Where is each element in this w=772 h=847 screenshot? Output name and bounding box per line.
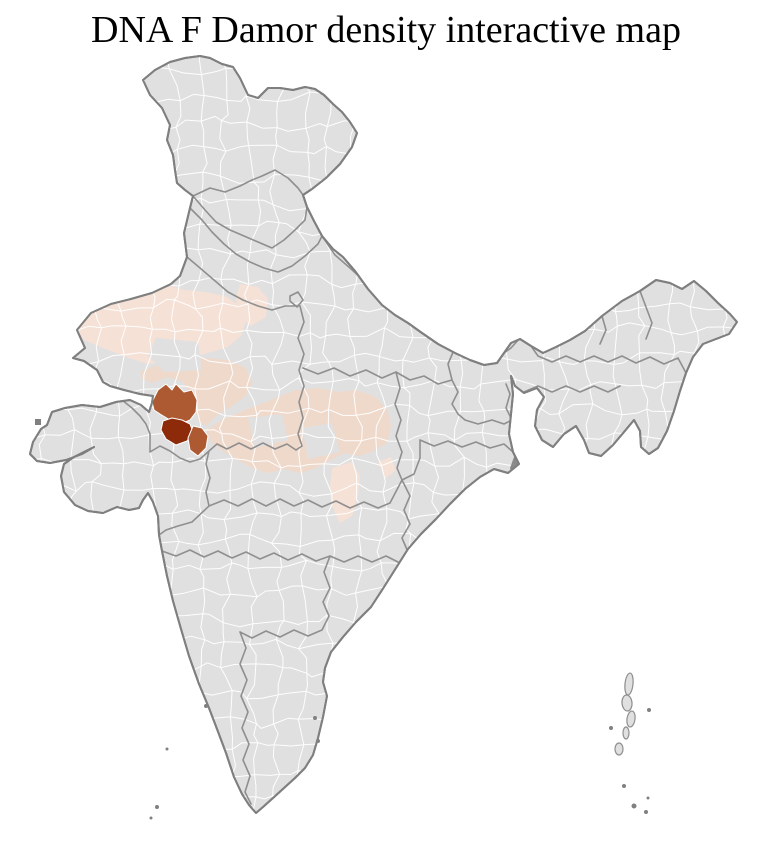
district-medium-density-north[interactable] xyxy=(151,383,198,425)
region-east-spot[interactable] xyxy=(378,457,396,479)
region-south-rajasthan[interactable] xyxy=(140,358,252,426)
andaman-nicobar-islands xyxy=(614,672,636,756)
gap-district xyxy=(148,338,202,372)
region-northeast-rajasthan[interactable] xyxy=(236,284,268,326)
district-medium-density-east[interactable] xyxy=(187,425,209,457)
gap-district xyxy=(302,423,340,459)
state-borders xyxy=(102,169,687,805)
page-title: DNA F Damor density interactive map xyxy=(91,9,681,51)
small-islands-and-markers xyxy=(35,419,651,820)
district-no-data-delta[interactable] xyxy=(510,454,541,488)
low-density-region-group[interactable] xyxy=(77,284,396,523)
gap-district xyxy=(248,414,288,448)
